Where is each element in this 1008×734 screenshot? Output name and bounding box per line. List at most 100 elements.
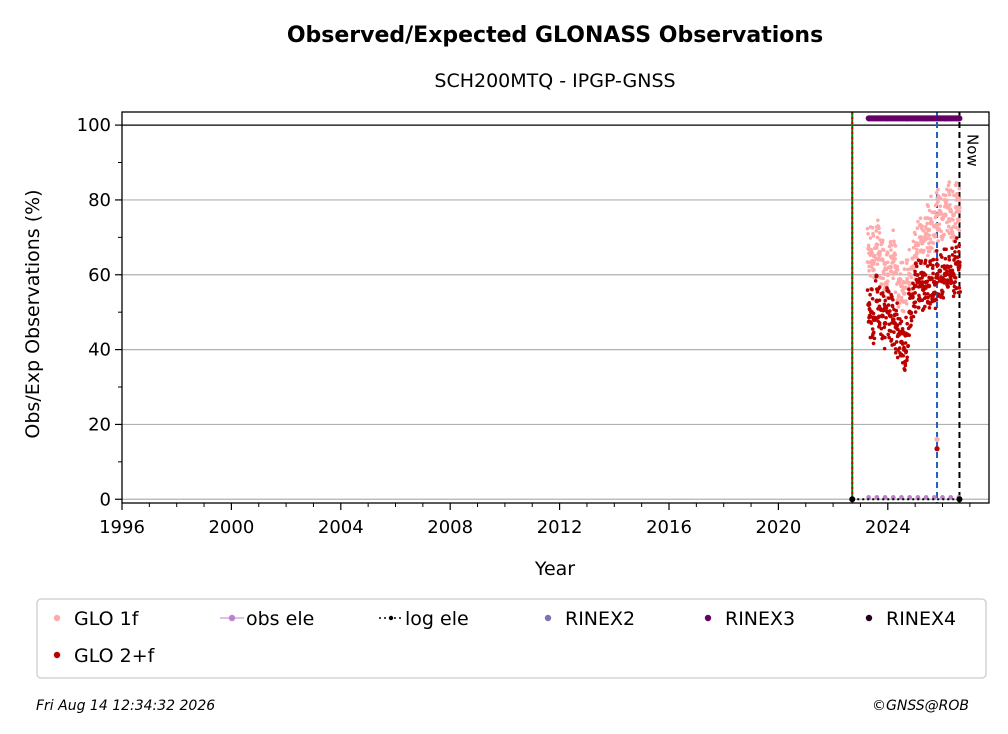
x-tick-label: 2024 (865, 517, 911, 538)
data-point-scatter (897, 329, 902, 334)
data-point-scatter (934, 262, 939, 267)
data-point-scatter (871, 234, 876, 238)
data-point (951, 212, 956, 218)
data-point-scatter (928, 237, 933, 241)
data-point-scatter (877, 298, 882, 303)
data-point-scatter (887, 322, 892, 327)
data-point-scatter (943, 193, 947, 198)
data-point-scatter (871, 262, 876, 266)
data-point-scatter (909, 318, 914, 323)
data-point-scatter (874, 243, 879, 247)
data-point-scatter (891, 276, 895, 281)
data-point-scatter (915, 226, 920, 231)
data-point-scatter (903, 341, 908, 345)
data-point (903, 115, 910, 122)
data-point-scatter (923, 261, 927, 265)
data-point-scatter (912, 230, 917, 235)
data-point-scatter (884, 267, 889, 272)
data-point-scatter (920, 298, 925, 302)
data-point-scatter (896, 316, 900, 321)
data-point-scatter (872, 336, 877, 341)
series-glo-2-f (865, 236, 963, 372)
y-tick-label: 80 (88, 190, 111, 211)
data-point-scatter (958, 290, 963, 294)
data-point-scatter (953, 250, 957, 254)
data-point-scatter (881, 248, 886, 252)
data-point-scatter (957, 243, 962, 247)
data-point-scatter (926, 204, 930, 209)
data-point-scatter (891, 297, 895, 302)
data-point-scatter (874, 246, 879, 250)
data-point-scatter (945, 278, 950, 282)
data-point-scatter (921, 228, 925, 233)
data-point-scatter (944, 202, 948, 206)
data-point-scatter (951, 271, 955, 275)
legend-label: obs ele (246, 608, 314, 630)
data-point-scatter (953, 280, 958, 284)
data-point-scatter (867, 306, 872, 311)
data-point-scatter (945, 220, 949, 225)
data-point-scatter (936, 292, 941, 296)
data-point-scatter (904, 299, 908, 303)
data-point-scatter (928, 277, 933, 282)
data-point (953, 205, 959, 210)
data-point-scatter (927, 306, 932, 310)
y-tick-label: 100 (77, 115, 111, 136)
legend-label: RINEX3 (725, 608, 795, 630)
data-point-scatter (894, 340, 899, 344)
data-point-scatter (869, 264, 874, 269)
data-point-scatter (868, 274, 873, 278)
data-point-scatter (958, 260, 962, 265)
x-axis-ticks: 1996 2000 2004 2008 2012 2016 2020 2024 (99, 503, 971, 538)
data-point-scatter (896, 294, 901, 299)
data-point-scatter (954, 236, 959, 240)
data-point-scatter (877, 304, 882, 309)
data-point-scatter (885, 260, 890, 265)
data-point-scatter (927, 233, 931, 238)
legend-marker (53, 614, 61, 622)
data-point-scatter (909, 266, 913, 270)
data-point-scatter (873, 279, 878, 283)
data-point-scatter (953, 254, 957, 259)
data-point-scatter (874, 229, 879, 233)
data-point-scatter (901, 309, 906, 314)
footer-credit: ©GNSS@ROB (872, 698, 969, 714)
outlier-point (934, 436, 940, 442)
data-point-scatter (904, 331, 908, 336)
data-point-scatter (901, 280, 906, 285)
data-point (884, 115, 891, 122)
data-point-scatter (925, 279, 930, 284)
data-point (956, 208, 962, 214)
x-axis-label: Year (534, 558, 575, 580)
data-point-scatter (881, 294, 886, 298)
data-point-scatter (883, 335, 887, 340)
data-point-scatter (934, 248, 939, 253)
data-point-scatter (942, 264, 947, 268)
data-point-scatter (919, 259, 924, 263)
data-point-scatter (904, 302, 909, 306)
legend-label: RINEX2 (565, 608, 635, 630)
outlier-point (934, 446, 940, 452)
data-point-scatter (883, 298, 888, 303)
data-point-scatter (885, 279, 890, 283)
data-point (879, 257, 885, 263)
data-point-scatter (887, 313, 892, 318)
data-point-scatter (946, 224, 951, 229)
data-point-scatter (957, 249, 961, 254)
data-point-scatter (936, 199, 940, 204)
data-point-scatter (935, 257, 939, 262)
x-tick-label: 2000 (208, 517, 254, 538)
data-point-scatter (951, 218, 955, 222)
data-point-scatter (953, 275, 958, 280)
data-point-scatter (947, 254, 951, 259)
data-point-scatter (877, 323, 882, 327)
data-point-scatter (909, 275, 914, 280)
data-point-scatter (896, 348, 900, 352)
data-point-scatter (895, 334, 900, 339)
data-point-scatter (886, 251, 890, 256)
data-point-scatter (947, 272, 952, 276)
data-point-scatter (913, 310, 918, 314)
data-point-scatter (922, 248, 926, 253)
data-point-scatter (942, 213, 947, 218)
data-point-scatter (956, 268, 961, 272)
